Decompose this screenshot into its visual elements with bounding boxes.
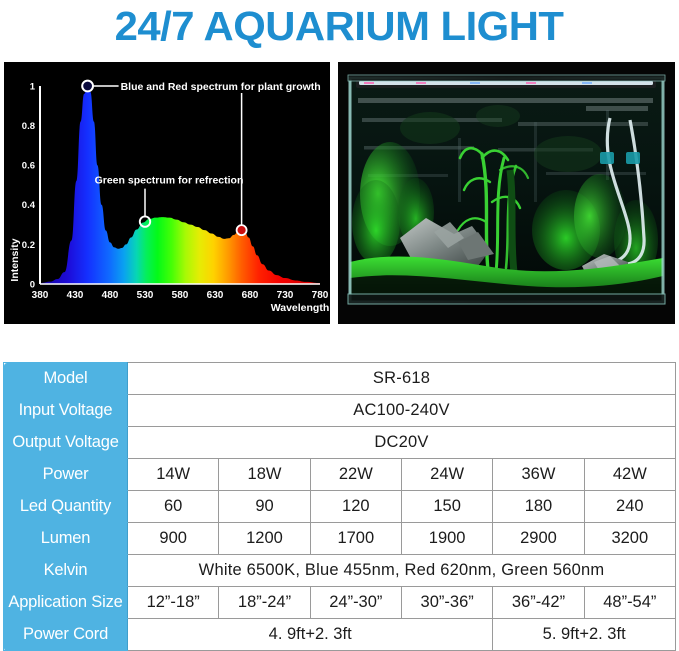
marker-green-peak (138, 215, 152, 228)
table-row: Power 14W 18W 22W 24W 36W 42W (3, 458, 677, 491)
row-value: 120 (309, 490, 402, 523)
x-tick-label: 680 (242, 290, 259, 301)
row-value: 1700 (309, 522, 402, 555)
row-value: 12”-18” (126, 586, 220, 619)
row-value: 2900 (492, 522, 585, 555)
tank-top-trim (347, 74, 666, 82)
y-axis-title: Intensity (9, 238, 21, 281)
table-row: Model SR-618 (3, 362, 676, 395)
x-tick-label: 630 (207, 290, 224, 301)
row-label: Lumen (3, 522, 128, 555)
table-row: Application Size 12”-18” 18”-24” 24”-30” 30”… (3, 586, 677, 619)
table-row: Power Cord 4. 9ft+2. 3ft 5. 9ft+2. 3ft (3, 618, 676, 651)
table-row: Led Quantity 60 90 120 150 180 240 (3, 490, 677, 523)
y-tick-label: 0 (30, 279, 35, 290)
x-tick-label: 780 (312, 290, 329, 301)
row-value: 5. 9ft+2. 3ft (492, 618, 676, 651)
table-row: Input Voltage AC100-240V (3, 394, 676, 427)
page-title: 24/7 AQUARIUM LIGHT (115, 2, 564, 49)
row-value: 48”-54” (583, 586, 677, 619)
x-tick-label: 430 (67, 290, 84, 301)
row-label: Application Size (3, 586, 128, 619)
plant-right-3 (614, 200, 658, 280)
y-tick-label: 0.6 (22, 161, 35, 172)
x-tick-label: 530 (137, 290, 154, 301)
row-label: Model (3, 362, 128, 395)
marker-blue-peak (81, 79, 94, 93)
annotation-blue-red: Blue and Red spectrum for plant growth (81, 79, 321, 237)
row-value: 3200 (583, 522, 677, 555)
row-value: 24”-30” (309, 586, 402, 619)
row-value: 900 (126, 522, 220, 555)
x-axis-title: Wavelength (271, 302, 330, 314)
plant-right-2 (574, 174, 626, 258)
row-value: 36W (492, 458, 585, 491)
hero-row: 0 0.2 0.4 0.6 0.8 1 380 430 480 530 580 630 680 730 7… (4, 62, 675, 324)
row-label: Input Voltage (3, 394, 128, 427)
row-value: 18W (218, 458, 311, 491)
annotation-label-blue-red: Blue and Red spectrum for plant growth (121, 81, 321, 93)
row-value: AC100-240V (127, 394, 676, 427)
y-tick-label: 0.4 (22, 200, 36, 211)
table-row: Kelvin White 6500K, Blue 455nm, Red 620nm… (3, 554, 676, 587)
y-tick-label: 0.8 (22, 121, 35, 132)
row-value: 1900 (400, 522, 494, 555)
annotation-green: Green spectrum for refrection (95, 175, 244, 228)
x-tick-label: 380 (32, 290, 49, 301)
x-tick-label: 480 (102, 290, 119, 301)
annotation-label-green: Green spectrum for refrection (95, 175, 244, 187)
table-row: Lumen 900 1200 1700 1900 2900 3200 (3, 522, 677, 555)
spectrum-chart-svg: 0 0.2 0.4 0.6 0.8 1 380 430 480 530 580 630 680 730 7… (4, 62, 330, 324)
hose-clip-2 (626, 152, 640, 164)
row-value: 30”-36” (400, 586, 494, 619)
row-label: Power Cord (3, 618, 128, 651)
row-label: Led Quantity (3, 490, 128, 523)
row-value: 180 (492, 490, 585, 523)
row-value: 36”-42” (492, 586, 585, 619)
row-value: 18”-24” (218, 586, 311, 619)
spectrum-chart: 0 0.2 0.4 0.6 0.8 1 380 430 480 530 580 630 680 730 7… (4, 62, 330, 324)
row-value: DC20V (127, 426, 676, 459)
y-tick-label: 0.2 (22, 240, 35, 251)
x-tick-label: 730 (277, 290, 294, 301)
tank-base-trim (347, 293, 666, 305)
row-value: 14W (126, 458, 220, 491)
row-value: SR-618 (127, 362, 676, 395)
table-row: Output Voltage DC20V (3, 426, 676, 459)
x-tick-label: 580 (172, 290, 189, 301)
row-value: 42W (583, 458, 677, 491)
row-value: 60 (126, 490, 220, 523)
x-axis-ticks: 380 430 480 530 580 630 680 730 780 (32, 290, 329, 301)
row-value: 1200 (218, 522, 311, 555)
row-label: Kelvin (3, 554, 128, 587)
row-value: 24W (400, 458, 494, 491)
spectrum-area (40, 86, 320, 284)
row-label: Power (3, 458, 128, 491)
marker-red-peak (235, 224, 248, 237)
row-value: 4. 9ft+2. 3ft (126, 618, 494, 651)
y-axis-ticks: 0 0.2 0.4 0.6 0.8 1 (22, 81, 36, 290)
aquarium-photo-svg (338, 62, 675, 324)
specification-table: Model SR-618 Input Voltage AC100-240V Output… (3, 362, 677, 651)
y-tick-label: 1 (30, 81, 36, 92)
page-header: 24/7 AQUARIUM LIGHT (0, 0, 679, 52)
hose-clip-1 (600, 152, 614, 164)
row-value: White 6500K, Blue 455nm, Red 620nm, Gree… (127, 554, 676, 587)
row-value: 150 (400, 490, 494, 523)
row-value: 22W (309, 458, 402, 491)
specification-table-container: Model SR-618 Input Voltage AC100-240V Output… (3, 362, 677, 651)
aquarium-photo (338, 62, 675, 324)
row-value: 90 (218, 490, 311, 523)
chart-plot-area (40, 86, 320, 284)
plant-left-2 (352, 180, 400, 264)
row-label: Output Voltage (3, 426, 128, 459)
row-value: 240 (583, 490, 677, 523)
plant-stalk-dark (506, 169, 518, 273)
